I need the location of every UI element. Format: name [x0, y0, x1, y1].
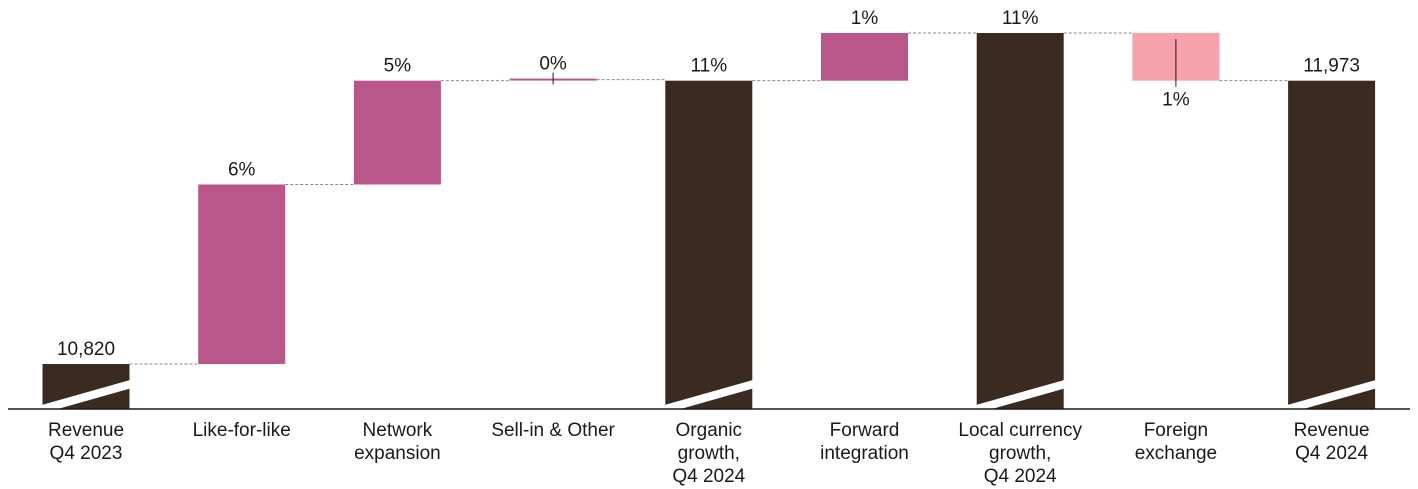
category-label-line: Q4 2024	[672, 466, 745, 487]
category-label-line: Q4 2024	[1295, 443, 1368, 464]
category-label-line: Forward	[830, 420, 900, 441]
category-label-line: growth,	[989, 443, 1051, 464]
axis-break-mark	[659, 379, 759, 415]
axis-break-mark	[1282, 379, 1382, 415]
bar-6	[976, 33, 1064, 409]
category-label-line: Q4 2024	[984, 466, 1057, 487]
value-label-0: 10,820	[57, 339, 115, 360]
category-label-4: Organic growth, Q4 2024	[672, 420, 745, 487]
category-label-0: Revenue Q4 2023	[48, 420, 124, 464]
category-label-line: Network	[363, 420, 433, 441]
category-label-3: Sell-in & Other	[491, 420, 615, 441]
value-label-2: 5%	[384, 56, 412, 77]
category-label-2: Network expansion	[354, 420, 441, 464]
category-label-line: expansion	[354, 443, 441, 464]
axis-break-mark	[36, 379, 136, 415]
bar-1	[198, 184, 286, 364]
category-label-line: Like-for-like	[193, 420, 291, 441]
category-label-line: exchange	[1135, 443, 1217, 464]
category-label-line: Revenue	[48, 420, 124, 441]
category-label-line: growth,	[678, 443, 740, 464]
category-label-7: Foreign exchange	[1135, 420, 1217, 464]
value-label-7: 1%	[1162, 90, 1190, 111]
bar-2	[353, 80, 441, 185]
category-label-1: Like-for-like	[193, 420, 291, 441]
axis-break-edge	[659, 378, 759, 408]
axis-break-edge	[1281, 378, 1382, 408]
bar-4	[665, 80, 753, 410]
value-label-6: 11%	[1002, 8, 1039, 29]
category-label-8: Revenue Q4 2024	[1294, 420, 1370, 464]
category-label-line: Revenue	[1294, 420, 1370, 441]
value-label-5: 1%	[851, 8, 879, 29]
category-label-line: Local currency	[958, 420, 1082, 441]
value-label-1: 6%	[228, 159, 256, 180]
value-label-3: 0%	[539, 54, 567, 75]
axis-break-edge	[36, 378, 136, 408]
value-label-4: 11%	[690, 56, 727, 77]
category-label-line: Sell-in & Other	[491, 420, 615, 441]
bar-8	[1288, 80, 1376, 410]
category-label-5: Forward integration	[820, 420, 909, 464]
category-label-6: Local currency growth, Q4 2024	[958, 420, 1082, 487]
axis-break-mark	[970, 379, 1070, 415]
category-label-line: Organic	[676, 420, 743, 441]
bar-5	[821, 33, 908, 81]
category-label-line: integration	[820, 443, 909, 464]
value-label-8: 11,973	[1303, 56, 1360, 77]
category-label-line: Q4 2023	[50, 443, 123, 464]
category-label-line: Foreign	[1144, 420, 1208, 441]
axis-break-edge	[970, 378, 1070, 408]
